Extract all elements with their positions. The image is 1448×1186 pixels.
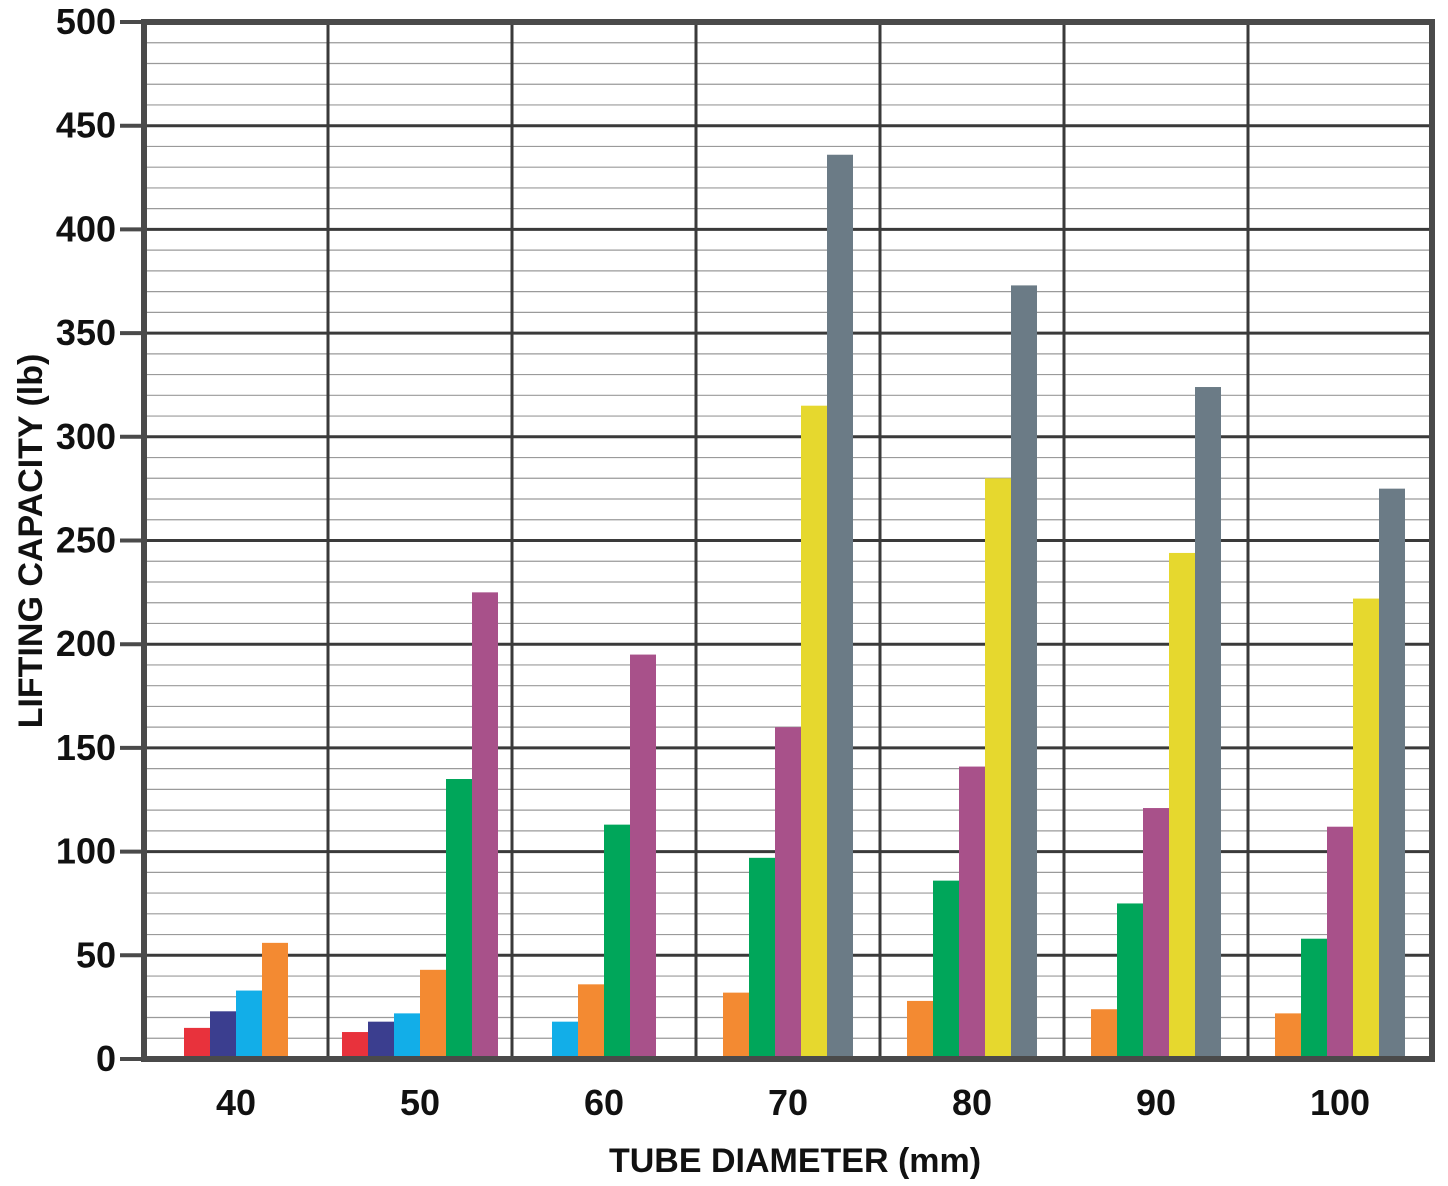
y-tick-label: 250 bbox=[56, 520, 116, 561]
y-tick-label: 500 bbox=[56, 1, 116, 42]
bar bbox=[1195, 387, 1221, 1059]
bar bbox=[907, 1000, 933, 1059]
bar bbox=[262, 942, 288, 1059]
bar bbox=[210, 1011, 236, 1059]
bar bbox=[801, 405, 827, 1059]
bar bbox=[236, 990, 262, 1059]
bar bbox=[1379, 488, 1405, 1059]
bar bbox=[420, 969, 446, 1059]
x-tick-label: 60 bbox=[584, 1082, 624, 1123]
bar bbox=[394, 1013, 420, 1059]
x-axis-label: TUBE DIAMETER (mm) bbox=[609, 1142, 981, 1180]
y-axis-label: LIFTING CAPACITY (lb) bbox=[12, 354, 50, 729]
x-tick-labels: 40 50 60 70 80 90 100 bbox=[216, 1082, 1370, 1123]
y-tick-label: 350 bbox=[56, 312, 116, 353]
x-tick-label: 100 bbox=[1310, 1082, 1370, 1123]
bar bbox=[775, 727, 801, 1059]
bar bbox=[184, 1027, 210, 1059]
y-tick-label: 400 bbox=[56, 208, 116, 249]
y-tick-label: 0 bbox=[96, 1038, 116, 1079]
y-tick-label: 100 bbox=[56, 831, 116, 872]
bar bbox=[472, 592, 498, 1059]
x-tick-label: 80 bbox=[952, 1082, 992, 1123]
bar bbox=[1327, 826, 1353, 1059]
bar bbox=[1301, 938, 1327, 1059]
x-tick-label: 70 bbox=[768, 1082, 808, 1123]
bar bbox=[1169, 552, 1195, 1059]
bar bbox=[959, 766, 985, 1059]
y-tick-label: 50 bbox=[76, 934, 116, 975]
bar bbox=[446, 779, 472, 1059]
bar bbox=[985, 478, 1011, 1059]
bar bbox=[1353, 598, 1379, 1059]
bar bbox=[1275, 1013, 1301, 1059]
x-tick-label: 90 bbox=[1136, 1082, 1176, 1123]
bar bbox=[552, 1021, 578, 1059]
bar bbox=[1117, 903, 1143, 1059]
bars bbox=[184, 154, 1405, 1060]
y-tick-label: 200 bbox=[56, 623, 116, 664]
x-tick-label: 40 bbox=[216, 1082, 256, 1123]
bar bbox=[933, 880, 959, 1059]
bar bbox=[630, 654, 656, 1059]
bar bbox=[723, 992, 749, 1059]
bar bbox=[749, 857, 775, 1059]
bar bbox=[1011, 285, 1037, 1059]
bar bbox=[827, 154, 853, 1060]
y-tick-label: 150 bbox=[56, 727, 116, 768]
bar bbox=[578, 984, 604, 1059]
bar bbox=[1143, 808, 1169, 1059]
y-tick-label: 300 bbox=[56, 416, 116, 457]
bar bbox=[368, 1021, 394, 1059]
bar bbox=[1091, 1009, 1117, 1059]
bar bbox=[342, 1032, 368, 1059]
y-tick-labels: 0 50 100 150 200 250 300 350 400 450 500 bbox=[56, 1, 144, 1079]
bar bbox=[604, 824, 630, 1059]
y-tick-label: 450 bbox=[56, 105, 116, 146]
x-tick-label: 50 bbox=[400, 1082, 440, 1123]
